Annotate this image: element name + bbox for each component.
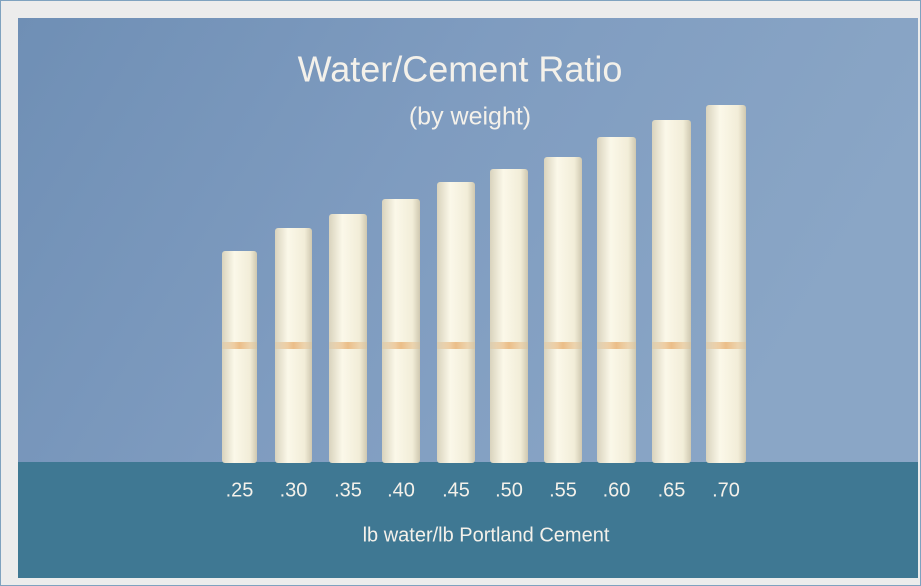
subtitle: (by weight) [409,103,531,131]
cylinder [544,157,582,463]
cylinder [382,199,420,463]
cylinder [490,169,528,463]
cylinder [222,251,257,463]
ratio-label: .25 [226,479,254,501]
ratio-label: .70 [712,479,740,501]
cylinder-band [544,342,582,349]
cylinder-band [275,342,312,349]
cylinder-band [597,342,636,349]
ratio-label: .45 [442,479,470,501]
cylinder-band [652,342,691,349]
ratio-label: .50 [495,479,523,501]
figure: Water/Cement Ratio (by weight) lb water/… [0,0,921,586]
title: Water/Cement Ratio [298,49,623,90]
ratio-label: .35 [334,479,362,501]
cylinder [597,137,636,463]
cylinder-band [329,342,367,349]
ratio-label: .30 [280,479,308,501]
ratio-label: .55 [549,479,577,501]
cylinder-band [437,342,475,349]
caption: lb water/lb Portland Cement [363,524,610,546]
ratio-label: .65 [658,479,686,501]
cylinder [652,120,691,463]
cylinder-band [706,342,746,349]
cylinder-band [490,342,528,349]
ratio-label: .60 [603,479,631,501]
cylinder-band [222,342,257,349]
cylinder [437,182,475,463]
cylinder-band [382,342,420,349]
cylinder [706,105,746,463]
cylinder [329,214,367,463]
ratio-label: .40 [387,479,415,501]
